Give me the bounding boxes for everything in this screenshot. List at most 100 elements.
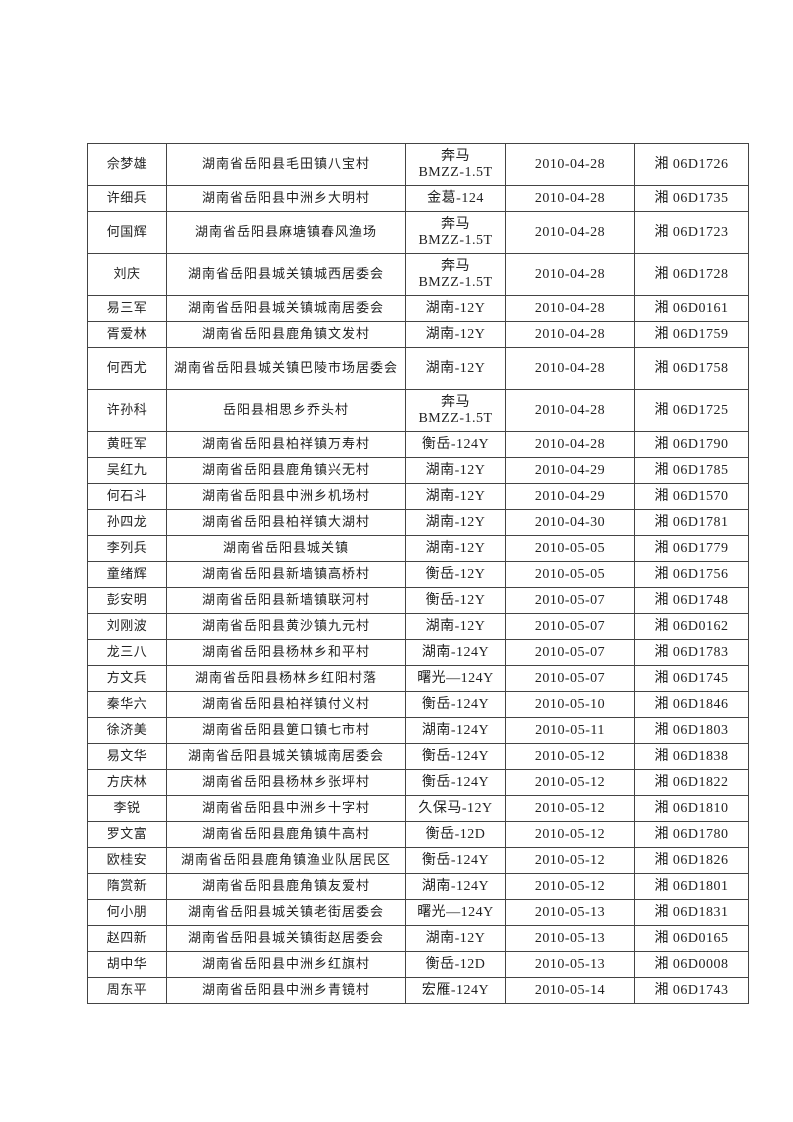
address-cell: 湖南省岳阳县城关镇城南居委会 [166,295,406,322]
vehicle-model-cell: 湖南-12Y [405,613,506,640]
plate-number-cell: 湘 06D1748 [634,587,749,614]
date-cell: 2010-05-12 [505,847,635,874]
address-cell: 湖南省岳阳县中洲乡青镜村 [166,977,406,1004]
plate-number-cell: 湘 06D0162 [634,613,749,640]
address-cell: 湖南省岳阳县中洲乡红旗村 [166,951,406,978]
address-cell: 湖南省岳阳县毛田镇八宝村 [166,143,406,186]
date-cell: 2010-05-07 [505,665,635,692]
vehicle-model-cell: 奔马 BMZZ-1.5T [405,211,506,254]
plate-number-cell: 湘 06D1756 [634,561,749,588]
plate-number-cell: 湘 06D1726 [634,143,749,186]
owner-name-cell: 胡中华 [87,951,167,978]
address-cell: 湖南省岳阳县杨林乡张坪村 [166,769,406,796]
table-row: 何西尤 湖南省岳阳县城关镇巴陵市场居委会 湖南-12Y 2010-04-28 湘 06D… [87,347,749,390]
address-cell: 湖南省岳阳县鹿角镇友爱村 [166,873,406,900]
vehicle-model-cell: 湖南-124Y [405,639,506,666]
owner-name-cell: 何小朋 [87,899,167,926]
owner-name-cell: 方庆林 [87,769,167,796]
owner-name-cell: 周东平 [87,977,167,1004]
date-cell: 2010-04-28 [505,347,635,390]
address-cell: 湖南省岳阳县鹿角镇文发村 [166,321,406,348]
plate-number-cell: 湘 06D1783 [634,639,749,666]
vehicle-model-cell: 衡岳-124Y [405,431,506,458]
plate-number-cell: 湘 06D1745 [634,665,749,692]
table-row: 赵四新 湖南省岳阳县城关镇街赵居委会 湖南-12Y 2010-05-13 湘 06D01… [87,925,749,952]
plate-number-cell: 湘 06D1801 [634,873,749,900]
vehicle-model-cell: 湖南-12Y [405,509,506,536]
owner-name-cell: 龙三八 [87,639,167,666]
vehicle-model-cell: 衡岳-124Y [405,691,506,718]
plate-number-cell: 湘 06D0165 [634,925,749,952]
owner-name-cell: 刘刚波 [87,613,167,640]
owner-name-cell: 胥爱林 [87,321,167,348]
address-cell: 湖南省岳阳县城关镇城西居委会 [166,253,406,296]
vehicle-model-cell: 湖南-12Y [405,295,506,322]
owner-name-cell: 刘庆 [87,253,167,296]
plate-number-cell: 湘 06D1743 [634,977,749,1004]
owner-name-cell: 方文兵 [87,665,167,692]
table-row: 胡中华 湖南省岳阳县中洲乡红旗村 衡岳-12D 2010-05-13 湘 06D0008 [87,951,749,978]
vehicle-model-cell: 湖南-12Y [405,321,506,348]
vehicle-model-cell: 湖南-124Y [405,717,506,744]
address-cell: 湖南省岳阳县筻口镇七市村 [166,717,406,744]
plate-number-cell: 湘 06D0161 [634,295,749,322]
address-cell: 湖南省岳阳县杨林乡红阳村落 [166,665,406,692]
vehicle-model-cell: 曙光—124Y [405,665,506,692]
date-cell: 2010-05-10 [505,691,635,718]
owner-name-cell: 易三军 [87,295,167,322]
address-cell: 湖南省岳阳县鹿角镇兴无村 [166,457,406,484]
vehicle-model-cell: 衡岳-12D [405,951,506,978]
vehicle-model-cell: 湖南-124Y [405,873,506,900]
owner-name-cell: 孙四龙 [87,509,167,536]
plate-number-cell: 湘 06D1822 [634,769,749,796]
address-cell: 湖南省岳阳县中洲乡机场村 [166,483,406,510]
vehicle-model-cell: 衡岳-124Y [405,847,506,874]
table-row: 秦华六 湖南省岳阳县柏祥镇付义村 衡岳-124Y 2010-05-10 湘 06D184… [87,691,749,718]
table-row: 易文华 湖南省岳阳县城关镇城南居委会 衡岳-124Y 2010-05-12 湘 06D1… [87,743,749,770]
owner-name-cell: 何西尤 [87,347,167,390]
owner-name-cell: 吴红九 [87,457,167,484]
owner-name-cell: 何石斗 [87,483,167,510]
plate-number-cell: 湘 06D1723 [634,211,749,254]
address-cell: 湖南省岳阳县城关镇老街居委会 [166,899,406,926]
vehicle-model-cell: 衡岳-12Y [405,587,506,614]
table-row: 何国辉 湖南省岳阳县麻塘镇春风渔场 奔马 BMZZ-1.5T 2010-04-28 湘 … [87,211,749,254]
vehicle-model-cell: 奔马 BMZZ-1.5T [405,253,506,296]
date-cell: 2010-04-30 [505,509,635,536]
plate-number-cell: 湘 06D1790 [634,431,749,458]
date-cell: 2010-04-29 [505,457,635,484]
date-cell: 2010-04-28 [505,185,635,212]
vehicle-model-cell: 金葛-124 [405,185,506,212]
date-cell: 2010-05-12 [505,821,635,848]
table-row: 徐济美 湖南省岳阳县筻口镇七市村 湖南-124Y 2010-05-11 湘 06D180… [87,717,749,744]
table-row: 易三军 湖南省岳阳县城关镇城南居委会 湖南-12Y 2010-04-28 湘 06D01… [87,295,749,322]
address-cell: 湖南省岳阳县城关镇 [166,535,406,562]
owner-name-cell: 许细兵 [87,185,167,212]
address-cell: 湖南省岳阳县新墙镇高桥村 [166,561,406,588]
address-cell: 湖南省岳阳县城关镇街赵居委会 [166,925,406,952]
plate-number-cell: 湘 06D1735 [634,185,749,212]
date-cell: 2010-05-12 [505,769,635,796]
owner-name-cell: 黄旺军 [87,431,167,458]
table-row: 刘庆 湖南省岳阳县城关镇城西居委会 奔马 BMZZ-1.5T 2010-04-28 湘 … [87,253,749,296]
address-cell: 湖南省岳阳县新墙镇联河村 [166,587,406,614]
date-cell: 2010-05-14 [505,977,635,1004]
table-row: 佘梦雄 湖南省岳阳县毛田镇八宝村 奔马 BMZZ-1.5T 2010-04-28 湘 0… [87,143,749,186]
vehicle-model-cell: 湖南-12Y [405,347,506,390]
owner-name-cell: 易文华 [87,743,167,770]
table-row: 黄旺军 湖南省岳阳县柏祥镇万寿村 衡岳-124Y 2010-04-28 湘 06D179… [87,431,749,458]
plate-number-cell: 湘 06D1570 [634,483,749,510]
plate-number-cell: 湘 06D1728 [634,253,749,296]
table-row: 欧桂安 湖南省岳阳县鹿角镇渔业队居民区 衡岳-124Y 2010-05-12 湘 06D… [87,847,749,874]
vehicle-model-cell: 衡岳-124Y [405,743,506,770]
date-cell: 2010-04-28 [505,211,635,254]
date-cell: 2010-04-28 [505,389,635,432]
table-row: 方庆林 湖南省岳阳县杨林乡张坪村 衡岳-124Y 2010-05-12 湘 06D182… [87,769,749,796]
owner-name-cell: 何国辉 [87,211,167,254]
plate-number-cell: 湘 06D0008 [634,951,749,978]
date-cell: 2010-04-29 [505,483,635,510]
address-cell: 湖南省岳阳县鹿角镇渔业队居民区 [166,847,406,874]
plate-number-cell: 湘 06D1759 [634,321,749,348]
address-cell: 湖南省岳阳县麻塘镇春风渔场 [166,211,406,254]
table-row: 许细兵 湖南省岳阳县中洲乡大明村 金葛-124 2010-04-28 湘 06D1735 [87,185,749,212]
